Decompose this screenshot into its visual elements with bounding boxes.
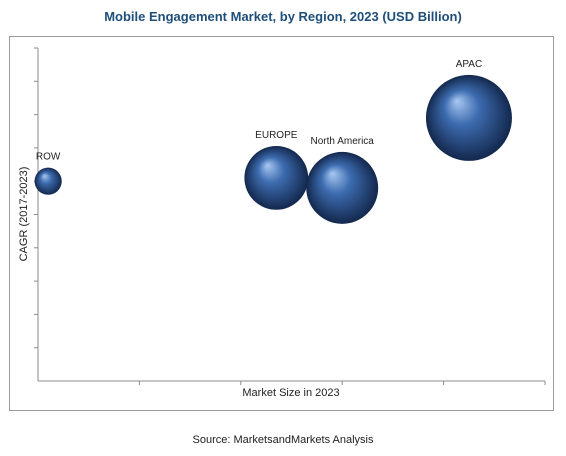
- y-axis-label: CAGR (2017-2023): [18, 167, 30, 262]
- label-layer: ROW EUROPE North America APAC: [36, 59, 482, 163]
- bubble-row: [34, 167, 62, 195]
- bubble-label: APAC: [456, 59, 483, 70]
- x-axis-label: Market Size in 2023: [242, 387, 339, 399]
- bubble-layer: [34, 74, 512, 224]
- chart-title: Mobile Engagement Market, by Region, 202…: [104, 9, 462, 24]
- chart-axes: [34, 47, 546, 385]
- bubble-europe: [244, 145, 309, 210]
- chart-frame: [9, 36, 554, 411]
- source-note: Source: MarketsandMarkets Analysis: [192, 434, 374, 446]
- bubble-apac: [425, 74, 512, 161]
- bubble-label: EUROPE: [255, 130, 298, 141]
- bubble-north-america: [306, 151, 379, 224]
- bubble-label: North America: [311, 136, 375, 147]
- bubble-label: ROW: [36, 152, 61, 163]
